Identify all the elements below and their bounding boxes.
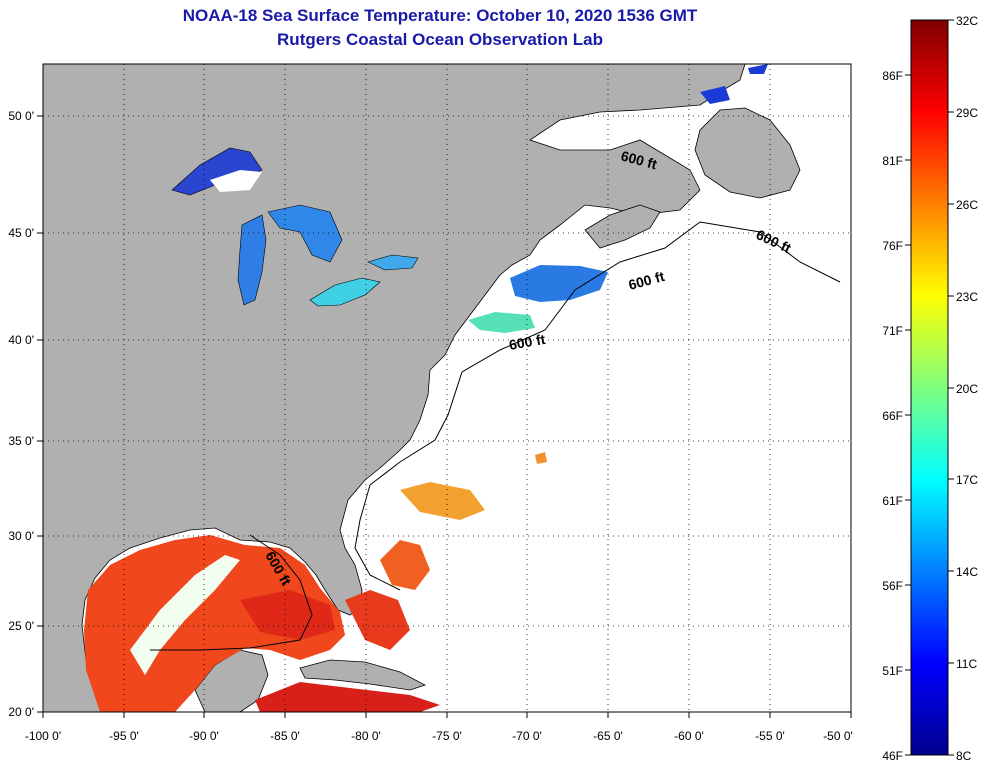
lon-tick-label: -85 0' xyxy=(270,729,300,743)
isobath-600ft xyxy=(150,221,841,651)
caribbean-sst xyxy=(255,682,440,712)
colorbar-ticks xyxy=(905,19,954,756)
lon-tick-label: -100 0' xyxy=(25,729,61,743)
offshore-dot-sst xyxy=(535,452,547,464)
tick-marks xyxy=(37,115,852,718)
colorbar-fahrenheit-label: 56F xyxy=(882,579,903,593)
lon-tick-label: -65 0' xyxy=(593,729,623,743)
lat-tick-label: 40 0' xyxy=(8,333,34,347)
graticule xyxy=(43,64,851,712)
lat-tick-label: 50 0' xyxy=(8,109,34,123)
colorbar-fahrenheit-label: 76F xyxy=(882,239,903,253)
newfoundland-land xyxy=(694,107,801,199)
colorbar-celsius-label: 23C xyxy=(956,290,978,304)
florida-straits-sst xyxy=(345,590,410,650)
gulf-of-maine-sst xyxy=(510,265,608,302)
colorbar-fahrenheit-label: 46F xyxy=(882,749,903,763)
lat-tick-label: 45 0' xyxy=(8,226,34,240)
nantucket-shoals-sst xyxy=(468,312,535,333)
gulf-warm-core xyxy=(240,590,335,640)
colorbar-fahrenheit-label: 66F xyxy=(882,409,903,423)
colorbar-celsius-label: 14C xyxy=(956,565,978,579)
colorbar xyxy=(910,19,949,756)
lake-superior-cloud xyxy=(210,170,262,192)
lon-tick-label: -75 0' xyxy=(432,729,462,743)
lon-tick-label: -50 0' xyxy=(823,729,853,743)
colorbar-celsius-label: 26C xyxy=(956,198,978,212)
colorbar-celsius-label: 8C xyxy=(956,749,972,763)
map-title: NOAA-18 Sea Surface Temperature: October… xyxy=(182,6,698,25)
lake-erie xyxy=(309,277,381,307)
bahamas-sst xyxy=(380,540,430,590)
cuba-land xyxy=(299,659,427,691)
labrador-sst xyxy=(700,86,730,104)
colorbar-fahrenheit-label: 51F xyxy=(882,664,903,678)
lake-michigan xyxy=(237,214,267,306)
colorbar-celsius-label: 29C xyxy=(956,106,978,120)
colorbar-fahrenheit-label: 71F xyxy=(882,324,903,338)
colorbar-fahrenheit-label: 61F xyxy=(882,494,903,508)
lon-tick-label: -95 0' xyxy=(109,729,139,743)
lat-tick-label: 20 0' xyxy=(8,705,34,719)
lon-tick-label: -55 0' xyxy=(755,729,785,743)
lake-superior xyxy=(171,147,263,196)
lon-tick-label: -70 0' xyxy=(512,729,542,743)
colorbar-celsius-label: 32C xyxy=(956,14,978,28)
offshore-patch-sst xyxy=(400,482,485,520)
lat-tick-label: 35 0' xyxy=(8,434,34,448)
colorbar-celsius-label: 17C xyxy=(956,473,978,487)
colorbar-fahrenheit-label: 81F xyxy=(882,154,903,168)
nova-scotia-land xyxy=(584,204,661,249)
lake-ontario xyxy=(367,254,419,271)
north-america-land xyxy=(43,64,746,712)
strait-sst xyxy=(748,64,768,74)
lat-tick-label: 30 0' xyxy=(8,529,34,543)
lat-tick-label: 25 0' xyxy=(8,619,34,633)
lon-tick-label: -60 0' xyxy=(674,729,704,743)
map-subtitle: Rutgers Coastal Ocean Observation Lab xyxy=(277,30,603,49)
lon-tick-label: -80 0' xyxy=(351,729,381,743)
lon-tick-label: -90 0' xyxy=(189,729,219,743)
colorbar-fahrenheit-label: 86F xyxy=(882,69,903,83)
colorbar-celsius-label: 20C xyxy=(956,382,978,396)
lake-huron xyxy=(267,204,343,263)
colorbar-celsius-label: 11C xyxy=(956,657,977,671)
contour-label: 600 ft xyxy=(508,331,547,353)
gulf-cloud-streak xyxy=(130,555,240,675)
